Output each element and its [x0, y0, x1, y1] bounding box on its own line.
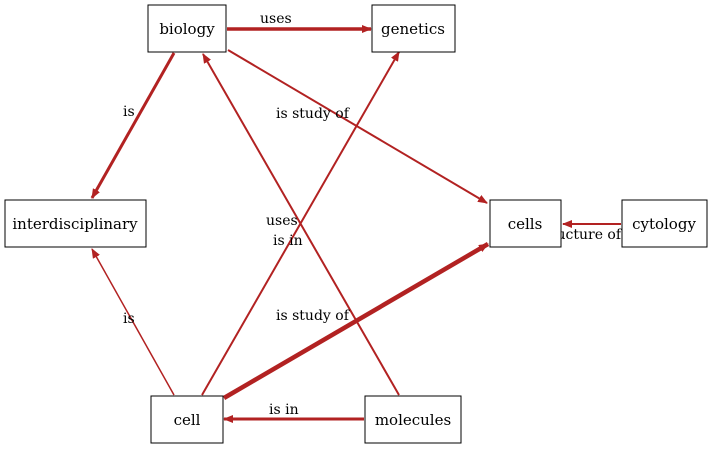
edge-labels: uses is is study of uses is in is is stu… [123, 11, 623, 418]
edge-label-is-lower-left: is [123, 311, 135, 327]
node-interdisciplinary-label: interdisciplinary [12, 215, 138, 233]
node-cytology-label: cytology [632, 215, 696, 233]
edge-label-uses-middle: uses [266, 213, 298, 229]
edge-molecules-is-in-biology [202, 53, 400, 396]
node-interdisciplinary: interdisciplinary [4, 199, 147, 248]
edge-label-is-in-bottom: is in [269, 402, 299, 418]
node-cell-label: cell [174, 411, 201, 429]
node-cytology: cytology [621, 199, 708, 248]
node-cells: cells [489, 199, 562, 248]
edge-label-is-in-middle: is in [273, 233, 303, 249]
edge-label-is-study-of-upper: is study of [276, 106, 351, 122]
edge-label-is-study-of-lower: is study of [276, 308, 351, 324]
node-genetics: genetics [371, 4, 456, 53]
node-genetics-label: genetics [381, 20, 445, 38]
edge-label-is-upper-left: is [123, 104, 135, 120]
edge-cell-is-interdisciplinary [91, 248, 175, 396]
node-cell: cell [150, 395, 224, 444]
node-cells-label: cells [508, 215, 543, 233]
edge-biology-is-study-of-cells [227, 49, 488, 204]
node-molecules: molecules [364, 395, 462, 444]
edges [90, 25, 621, 423]
edge-biology-is-interdisciplinary [90, 52, 176, 199]
edge-label-uses-top: uses [260, 11, 292, 27]
node-molecules-label: molecules [375, 411, 451, 429]
edge-cell-is-study-of-cells [222, 242, 490, 400]
node-biology: biology [147, 4, 227, 53]
node-biology-label: biology [159, 20, 215, 38]
